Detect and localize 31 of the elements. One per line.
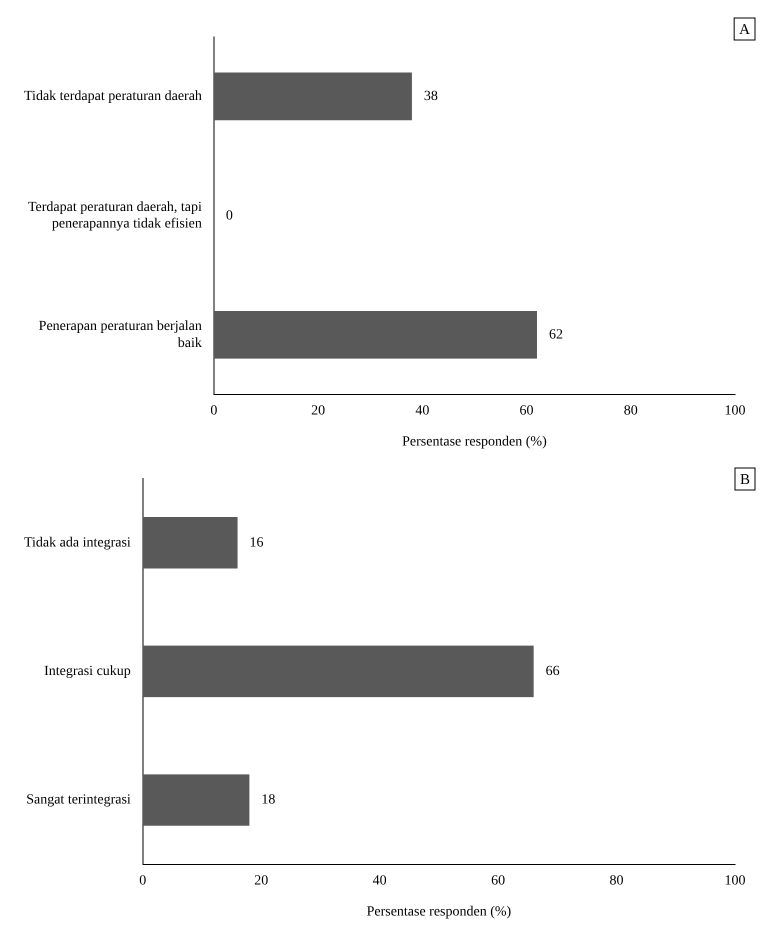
x-tick-label: 80	[610, 873, 624, 888]
data-label: 18	[261, 792, 276, 808]
bar	[142, 646, 534, 698]
x-tick-label: 0	[210, 403, 218, 418]
x-tick-label: 100	[724, 403, 746, 418]
x-tick-label: 40	[415, 403, 430, 418]
y-tick-label: Integrasi cukup	[44, 664, 131, 680]
x-tick-label: 20	[311, 403, 326, 418]
x-tick-label: 60	[491, 873, 506, 888]
data-label: 62	[548, 327, 563, 342]
y-tick-label: Sangat terintegrasi	[26, 792, 131, 808]
x-axis-title: Persentase responden (%)	[366, 904, 512, 920]
x-axis-title: Persentase responden (%)	[402, 434, 548, 450]
bar	[142, 774, 250, 826]
data-label: 38	[424, 89, 438, 104]
x-tick-label: 40	[372, 873, 387, 888]
y-tick-label: Tidak ada integrasi	[24, 535, 131, 550]
x-tick-label: 80	[624, 403, 638, 418]
x-tick-label: 60	[520, 403, 534, 418]
y-tick-label: Penerapan peraturan berjalan baik	[38, 319, 202, 351]
text: A	[739, 22, 750, 38]
x-tick-label: 0	[139, 873, 146, 888]
x-tick-label: 20	[254, 873, 268, 888]
bar	[142, 517, 238, 568]
data-label: 66	[546, 664, 560, 680]
data-label: 0	[226, 208, 233, 224]
y-tick-label: Terdapat peraturan daerah, tapi penerapannya tidak efisien	[28, 200, 202, 232]
y-tick-label: Tidak terdapat peraturan daerah	[24, 89, 202, 104]
x-tick-label: 100	[724, 873, 746, 888]
data-label: 16	[250, 535, 264, 550]
text: B	[740, 472, 750, 488]
